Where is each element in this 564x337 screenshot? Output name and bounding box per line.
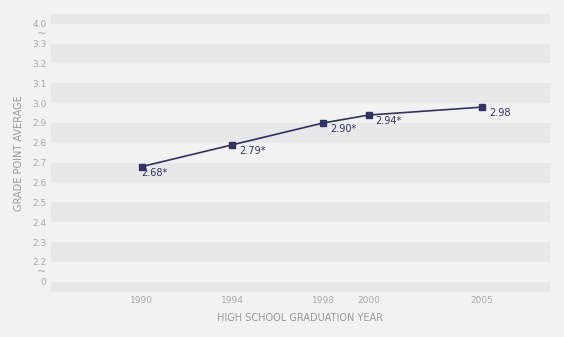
Bar — [51, 202, 550, 222]
X-axis label: HIGH SCHOOL GRADUATION YEAR: HIGH SCHOOL GRADUATION YEAR — [218, 313, 384, 323]
Text: ~: ~ — [37, 267, 46, 277]
Bar — [51, 222, 550, 242]
Bar — [51, 44, 550, 63]
Bar — [51, 24, 550, 44]
Text: 2.98: 2.98 — [489, 108, 510, 118]
Text: 2.79*: 2.79* — [239, 146, 266, 156]
Bar — [51, 183, 550, 202]
Bar — [51, 242, 550, 262]
Text: 2.90*: 2.90* — [330, 124, 356, 134]
Y-axis label: GRADE POINT AVERAGE: GRADE POINT AVERAGE — [14, 95, 24, 211]
Text: ~: ~ — [37, 29, 46, 39]
Bar — [51, 103, 550, 123]
Text: 2.94*: 2.94* — [375, 116, 402, 126]
Text: 2.68*: 2.68* — [142, 168, 168, 178]
Bar — [51, 83, 550, 103]
Bar — [51, 163, 550, 183]
Bar — [51, 143, 550, 163]
Bar — [51, 262, 550, 282]
Bar — [51, 123, 550, 143]
Bar — [51, 63, 550, 83]
